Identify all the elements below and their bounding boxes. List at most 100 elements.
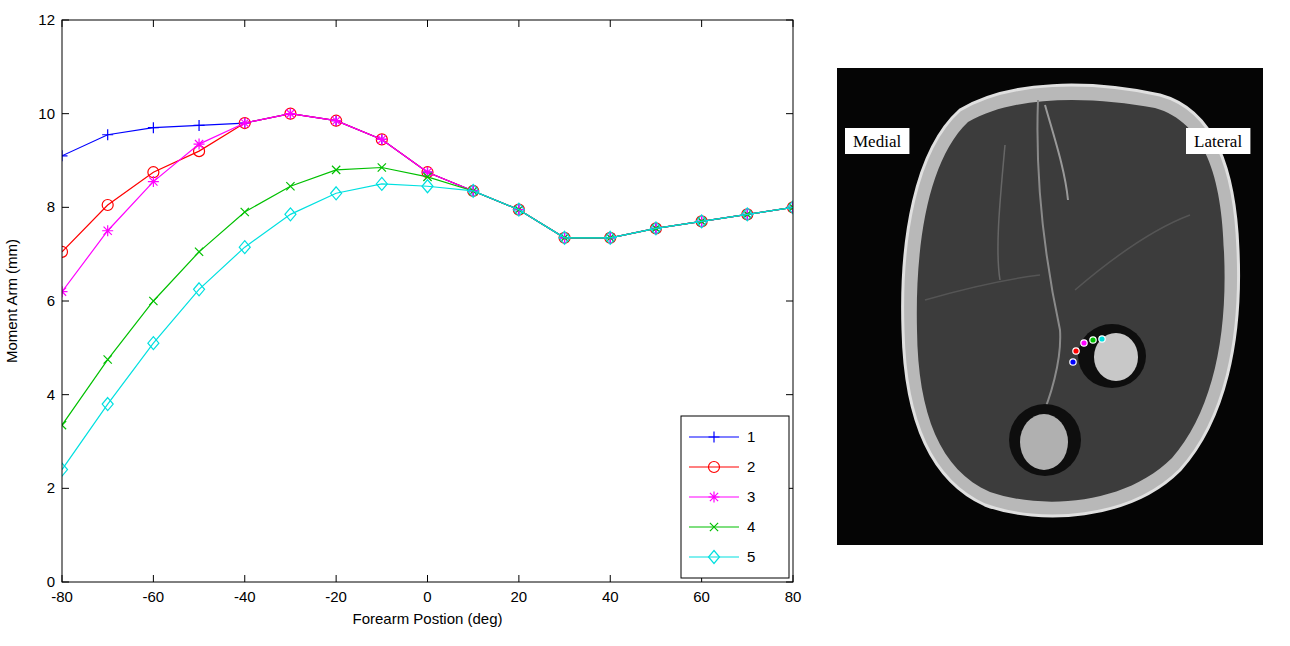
series-marker (285, 108, 296, 119)
tendon-point (1073, 348, 1079, 354)
series-marker (102, 225, 113, 236)
series-marker (468, 184, 479, 197)
series-marker (194, 120, 205, 131)
series-marker (148, 337, 159, 350)
series-marker (241, 208, 249, 216)
x-tick-label: -80 (51, 588, 73, 605)
legend-label: 3 (747, 488, 755, 505)
plot-background (62, 20, 793, 582)
series-marker (195, 248, 203, 256)
legend-swatch (689, 466, 739, 467)
y-tick-label: 6 (47, 292, 55, 309)
series-line (62, 114, 793, 252)
tendon-point (1099, 336, 1105, 342)
x-tick-label: 60 (693, 588, 710, 605)
series-marker (62, 421, 66, 429)
series-marker (559, 231, 570, 244)
series-marker (605, 231, 616, 244)
y-tick-label: 10 (38, 105, 55, 122)
x-tick (336, 575, 337, 582)
x-tick-top (701, 20, 702, 27)
series-marker (102, 398, 113, 411)
image-label-box (845, 128, 909, 154)
x-tick-top (427, 20, 428, 27)
ulna (1020, 414, 1068, 470)
legend-label: 1 (747, 428, 755, 445)
y-tick-label: 2 (47, 479, 55, 496)
series-marker (62, 150, 68, 161)
series-marker (788, 201, 794, 214)
series-marker (376, 134, 387, 145)
series-marker (148, 176, 159, 187)
y-tick-label: 4 (47, 386, 55, 403)
series-marker (62, 286, 68, 297)
fascia (1075, 215, 1190, 290)
page: {"chart_data": {"type": "line", "x_label… (0, 0, 1290, 646)
x-tick-label: -60 (143, 588, 165, 605)
series-marker (102, 129, 113, 140)
x-tick-top (244, 20, 245, 27)
image-label-text: Medial (853, 132, 901, 151)
y-tick-right (786, 113, 793, 114)
series-marker (62, 246, 68, 257)
tendon-point (1070, 359, 1076, 365)
series-marker (376, 134, 387, 145)
x-tick (427, 575, 428, 582)
radius (1094, 333, 1138, 381)
legend-label: 2 (747, 458, 755, 475)
series-line (62, 114, 793, 238)
y-tick-right (786, 301, 793, 302)
x-tick-label: -20 (325, 588, 347, 605)
series-marker (376, 177, 387, 190)
mri-image: MedialLateral (837, 68, 1263, 545)
y-axis-title: Moment Arm (mm) (3, 239, 20, 363)
series-marker (194, 139, 205, 150)
fascia (1045, 105, 1068, 200)
series-marker (331, 187, 342, 200)
fascia (998, 145, 1005, 280)
series-marker (194, 283, 205, 296)
fascia (925, 275, 1040, 300)
legend-swatch (689, 556, 739, 557)
series-marker (239, 118, 250, 129)
y-tick (62, 301, 69, 302)
series-marker (62, 463, 68, 476)
legend-label: 5 (747, 548, 755, 565)
legend-label: 4 (747, 518, 755, 535)
series-marker (102, 199, 113, 210)
series-marker (331, 115, 342, 126)
x-tick-label: 0 (423, 588, 431, 605)
y-tick (62, 488, 69, 489)
series-marker (148, 122, 159, 133)
series-marker (285, 208, 296, 221)
y-tick (62, 113, 69, 114)
legend-marker (709, 551, 720, 564)
image-background (837, 68, 1263, 545)
figure: -80-60-40-20020406080024681012Forearm Po… (0, 0, 1290, 646)
x-tick (244, 575, 245, 582)
series-marker (331, 115, 342, 126)
series-marker (148, 167, 159, 178)
image-label: Medial (845, 128, 909, 154)
legend-marker (709, 462, 720, 473)
series-marker (239, 241, 250, 254)
x-tick-label: -40 (234, 588, 256, 605)
y-tick-right (786, 394, 793, 395)
series-marker (332, 166, 340, 174)
x-tick-label: 80 (785, 588, 802, 605)
legend-marker (709, 432, 720, 443)
series-marker (331, 115, 342, 126)
legend-box (681, 416, 789, 578)
series-marker (239, 118, 250, 129)
x-tick-top (610, 20, 611, 27)
y-tick-label: 12 (38, 11, 55, 28)
x-tick (610, 575, 611, 582)
series-marker (239, 118, 250, 129)
image-label-box (1186, 128, 1250, 154)
x-tick-top (153, 20, 154, 27)
series-marker (422, 180, 433, 193)
y-tick-label: 8 (47, 198, 55, 215)
x-tick (153, 575, 154, 582)
series-marker (104, 355, 112, 363)
legend: 1 2 3 4 5 (681, 416, 789, 578)
